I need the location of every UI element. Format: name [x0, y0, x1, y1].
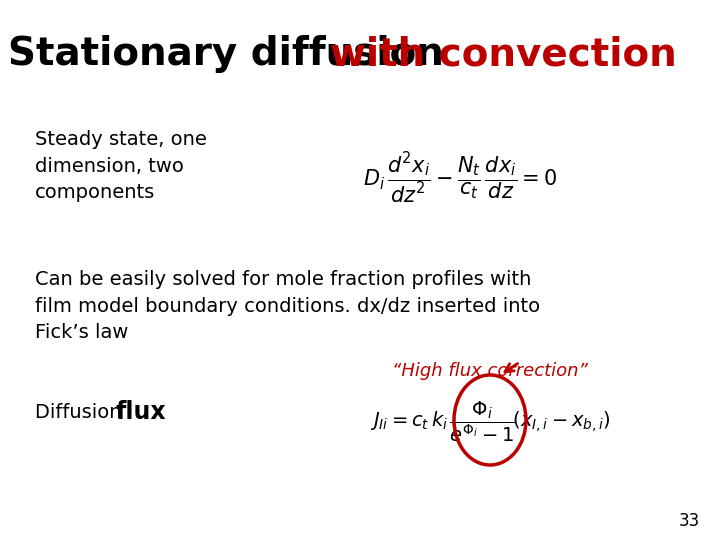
Text: Can be easily solved for mole fraction profiles with
film model boundary conditi: Can be easily solved for mole fraction p…: [35, 270, 540, 342]
Text: $J_{Ii} = c_{t}\,k_{i}\,\dfrac{\Phi_{i}}{e^{\Phi_{i}}-1}\!\left(x_{I,i} - x_{b,i: $J_{Ii} = c_{t}\,k_{i}\,\dfrac{\Phi_{i}}…: [370, 400, 611, 444]
Text: 33: 33: [679, 512, 700, 530]
Text: Stationary diffusion: Stationary diffusion: [8, 35, 457, 73]
Text: Steady state, one
dimension, two
components: Steady state, one dimension, two compone…: [35, 130, 207, 202]
Text: $D_{i}\,\dfrac{d^{2}x_{i}}{dz^{2}} - \dfrac{N_{t}}{c_{t}}\,\dfrac{dx_{i}}{dz} = : $D_{i}\,\dfrac{d^{2}x_{i}}{dz^{2}} - \df…: [363, 150, 557, 205]
Text: flux: flux: [115, 400, 166, 424]
Text: Diffusion: Diffusion: [35, 402, 127, 422]
Text: with convection: with convection: [330, 35, 677, 73]
Text: “High flux correction”: “High flux correction”: [392, 362, 588, 380]
